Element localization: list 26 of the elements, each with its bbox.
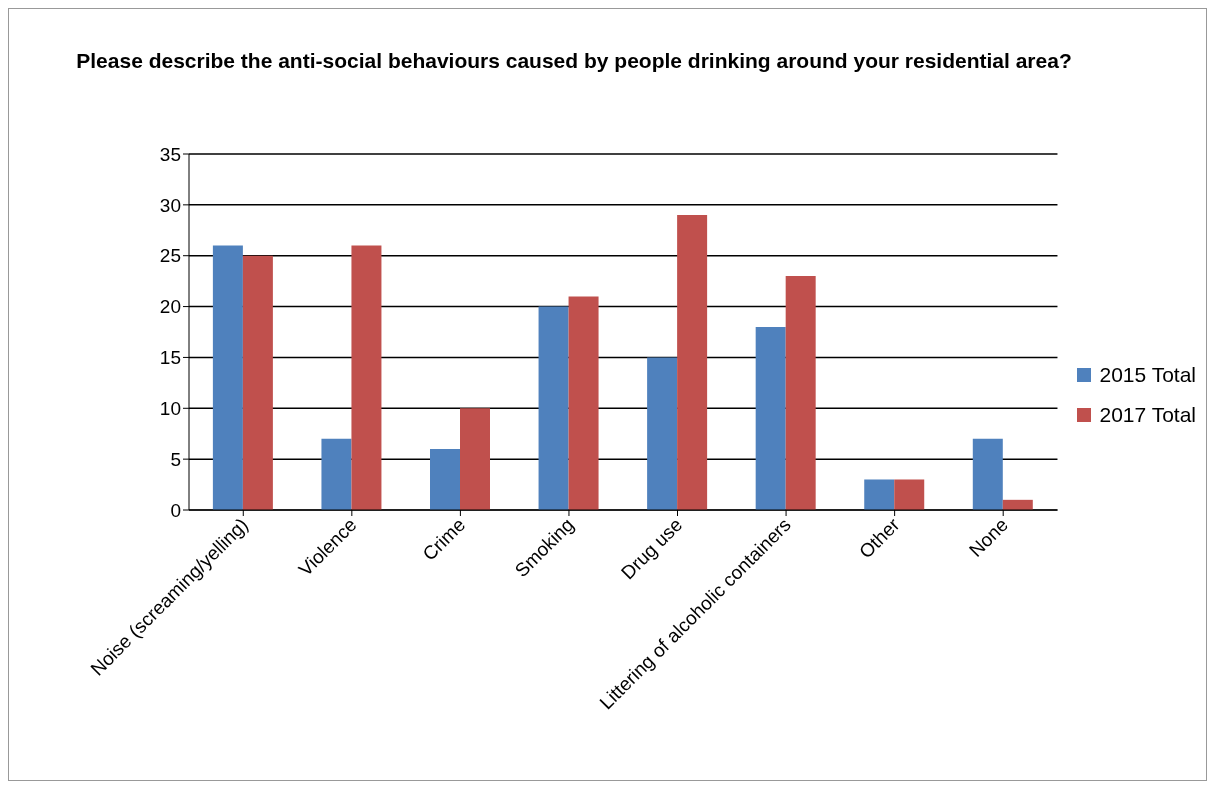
legend-label: 2015 Total (1099, 362, 1196, 387)
bar (460, 408, 490, 510)
bar (430, 448, 460, 510)
bar (894, 479, 925, 510)
chart-title: Please describe the anti-social behaviours caused by people drinking around your residential area? (75, 48, 1073, 74)
y-tick-label: 0 (170, 499, 181, 521)
bar (647, 357, 678, 510)
legend-label: 2017 Total (1099, 402, 1196, 427)
bar (321, 438, 352, 510)
bar (538, 306, 569, 510)
y-tick-label: 20 (159, 296, 181, 318)
bar (568, 296, 599, 510)
y-tick-label: 35 (159, 143, 181, 165)
bar (212, 245, 243, 510)
y-tick-label: 30 (159, 194, 181, 216)
y-tick-label: 10 (159, 398, 181, 420)
bar (755, 326, 786, 510)
bar (677, 215, 708, 510)
y-tick-label: 25 (159, 245, 181, 267)
y-tick-label: 15 (159, 347, 181, 369)
bar (972, 438, 1003, 510)
bar (351, 245, 382, 510)
y-tick-label: 5 (170, 448, 181, 470)
bar (785, 276, 816, 510)
bar (864, 479, 895, 510)
bar (242, 255, 273, 510)
